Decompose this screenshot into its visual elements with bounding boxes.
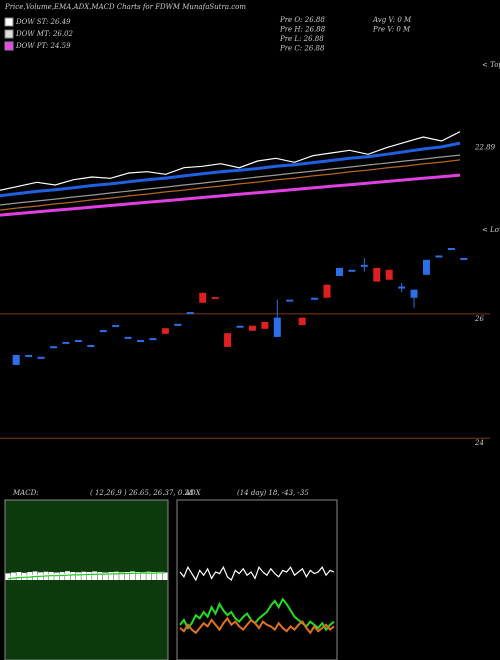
macd-histogram-bar [70, 572, 76, 580]
macd-histogram-bar [135, 572, 141, 580]
candle-body [112, 325, 120, 328]
candle-body [385, 269, 393, 280]
candle-body [373, 267, 381, 282]
macd-histogram-bar [119, 572, 125, 580]
candle-body [137, 340, 145, 343]
stat-label: Pre C: 26.88 [279, 45, 325, 53]
macd-histogram-bar [162, 572, 168, 580]
candle-body [422, 259, 430, 275]
panel-title: ADX [184, 489, 202, 497]
candle-body [99, 330, 107, 333]
candle-body [460, 257, 468, 260]
candle-body [87, 345, 95, 347]
series-line [179, 597, 335, 632]
candle-body [161, 328, 169, 334]
candle-body [186, 312, 194, 315]
candle-body [25, 354, 33, 357]
candle-body [398, 286, 406, 289]
candle-body [62, 341, 70, 344]
legend-label: DOW ST: 26.49 [15, 18, 71, 26]
candle-body [50, 346, 58, 349]
panel-subtitle: ( 12,26,9 ) 26.65, 26.37, 0.28 [90, 489, 194, 497]
candle-body [124, 336, 132, 339]
candle-body [410, 289, 418, 298]
macd-histogram-bar [86, 572, 92, 580]
macd-histogram-bar [92, 571, 98, 580]
candle-body [286, 299, 294, 302]
candle-body [236, 325, 244, 328]
macd-histogram-bar [124, 572, 130, 580]
candle-body [199, 292, 207, 303]
macd-histogram-bar [130, 571, 136, 580]
candle-body [335, 267, 343, 276]
macd-histogram-bar [151, 572, 157, 580]
series-line [7, 572, 165, 580]
candle-body [360, 264, 368, 267]
macd-histogram-bar [102, 572, 108, 580]
page-title: Price,Volume,EMA,ADX,MACD Charts for FDW… [4, 3, 246, 11]
macd-histogram-bar [146, 571, 152, 580]
series-line [0, 173, 461, 217]
y-tick-label: 22.89 [474, 144, 496, 152]
y-tick-label: 26 [474, 315, 484, 323]
legend-swatch [4, 41, 14, 51]
y-tick-label: 24 [474, 439, 484, 447]
candle-body [224, 333, 232, 347]
stat-label: Pre L: 26.88 [279, 35, 324, 43]
stat-label: Pre O: 26.88 [279, 16, 325, 24]
macd-histogram-bar [81, 571, 87, 580]
series-line [0, 131, 461, 191]
stat-label: Pre V: 0 M [372, 26, 411, 34]
candle-body [248, 325, 256, 331]
candle-body [74, 340, 82, 343]
side-label: < Lows [482, 226, 500, 234]
series-line [0, 154, 461, 206]
legend-label: DOW PT: 24.59 [15, 42, 71, 50]
candle-body [174, 323, 182, 326]
candle-body [435, 255, 443, 258]
macd-histogram-bar [97, 572, 103, 580]
candle-body [323, 284, 331, 298]
legend-swatch [4, 17, 14, 27]
stat-label: Avg V: 0 M [372, 16, 412, 24]
candle-body [149, 338, 157, 341]
series-line [179, 616, 335, 635]
candle-body [311, 297, 319, 300]
series-line [0, 159, 461, 211]
candle-body [12, 354, 20, 365]
panel-title: MACD: [12, 489, 39, 497]
candle-body [273, 317, 281, 337]
candle-body [211, 297, 219, 300]
stat-label: Pre H: 26.88 [279, 26, 326, 34]
macd-histogram-bar [75, 572, 81, 580]
adx-panel [176, 499, 338, 660]
side-label: < Tops [482, 61, 500, 69]
candle-body [261, 322, 269, 329]
candle-body [298, 317, 306, 326]
series-line [0, 141, 461, 198]
macd-histogram-bar [140, 572, 146, 580]
macd-histogram-bar [157, 572, 163, 580]
macd-histogram-bar [108, 572, 114, 580]
macd-histogram-bar [5, 573, 11, 580]
candle-body [447, 248, 455, 251]
panel-subtitle: (14 day) 18, -43, -35 [237, 489, 309, 497]
macd-panel [4, 499, 169, 660]
candle-body [37, 356, 45, 359]
candle-body [348, 269, 356, 272]
legend-label: DOW MT: 26.02 [15, 30, 74, 38]
macd-histogram-bar [113, 571, 119, 580]
series-line [179, 565, 335, 582]
legend-swatch [4, 29, 14, 39]
